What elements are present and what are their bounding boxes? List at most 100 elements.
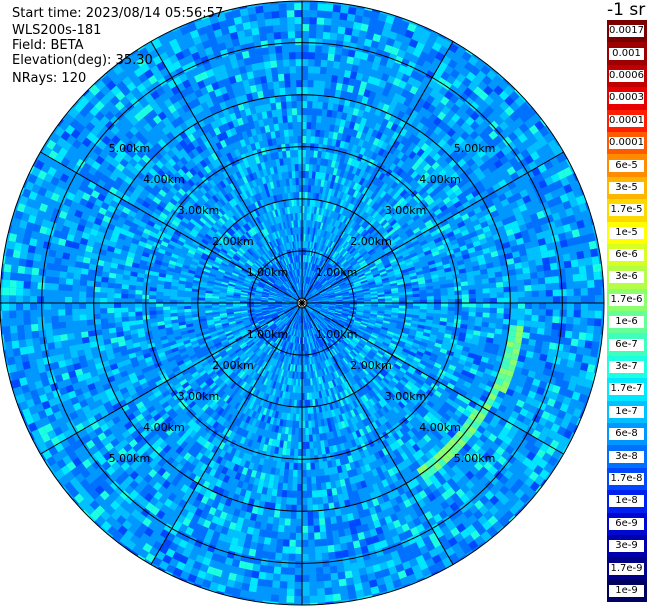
ppi-cell <box>377 42 387 51</box>
ppi-cell <box>320 66 327 75</box>
ppi-cell <box>482 312 490 318</box>
ppi-cell <box>302 94 308 102</box>
ppi-cell <box>323 216 328 224</box>
ppi-cell <box>322 253 327 261</box>
ppi-cell <box>310 234 313 242</box>
ppi-cell <box>373 186 381 195</box>
ppi-cell <box>341 200 348 208</box>
ppi-cell <box>550 269 559 277</box>
ppi-cell <box>461 303 469 308</box>
ppi-cell <box>594 303 602 311</box>
ppi-cell <box>312 280 318 287</box>
ppi-cell <box>431 98 441 108</box>
ppi-cell <box>333 235 339 243</box>
ppi-cell <box>516 325 524 333</box>
ppi-cell <box>585 332 594 342</box>
ppi-cell <box>302 122 307 130</box>
ppi-cell <box>302 87 308 95</box>
ppi-cell <box>304 291 308 298</box>
ppi-cell <box>468 316 476 322</box>
ppi-cell <box>347 106 355 115</box>
ppi-cell <box>401 35 412 46</box>
ppi-cell <box>496 303 504 309</box>
ppi-cell <box>421 28 432 39</box>
ppi-cell <box>523 272 531 280</box>
ppi-cell <box>352 86 360 95</box>
ppi-cell <box>573 317 581 325</box>
ppi-cell <box>517 303 525 309</box>
ppi-cell <box>390 84 399 93</box>
ppi-cell <box>311 171 316 179</box>
ppi-cell <box>335 82 343 91</box>
ppi-cell <box>590 348 599 358</box>
ppi-cell <box>432 107 442 117</box>
ppi-cell <box>305 276 308 284</box>
ppi-cell <box>359 218 366 227</box>
ppi-cell <box>545 289 553 297</box>
ppi-cell <box>306 284 310 291</box>
ppi-cell <box>385 15 395 25</box>
ppi-cell <box>438 33 447 40</box>
ppi-cell <box>311 178 316 186</box>
ppi-cell <box>333 125 340 133</box>
ppi-cell <box>574 353 584 363</box>
ppi-cell <box>373 77 382 87</box>
ppi-cell <box>317 101 324 110</box>
ppi-cell <box>475 303 483 308</box>
ppi-cell <box>524 308 532 316</box>
ppi-cell <box>326 60 334 69</box>
ppi-cell <box>545 296 553 303</box>
ppi-cell <box>309 206 313 214</box>
ppi-cell <box>396 159 405 168</box>
ppi-cell <box>319 236 324 245</box>
ppi-cell <box>431 30 440 36</box>
ppi-cell <box>304 290 307 298</box>
ppi-cell <box>307 262 310 270</box>
ppi-cell <box>302 171 306 179</box>
ppi-cell <box>311 220 315 228</box>
ppi-cell <box>561 351 570 360</box>
ppi-cell <box>379 57 389 67</box>
ppi-cell <box>330 241 335 249</box>
ppi-cell <box>494 271 503 278</box>
ppi-cell <box>359 202 367 210</box>
ppi-cell <box>343 69 352 79</box>
ppi-cell <box>375 196 383 204</box>
ppi-cell <box>594 287 602 296</box>
ppi-cell <box>352 21 362 31</box>
ppi-cell <box>412 136 421 146</box>
ppi-cell <box>509 324 517 332</box>
ppi-cell <box>442 80 453 91</box>
ppi-cell <box>321 109 328 117</box>
ppi-cell <box>321 172 327 181</box>
ppi-cell <box>523 326 531 334</box>
ppi-cell <box>310 185 315 193</box>
ppi-cell <box>338 97 346 106</box>
ppi-cell <box>306 234 310 242</box>
ppi-cell <box>383 44 393 54</box>
ppi-cell <box>583 249 592 259</box>
ppi-cell <box>524 284 532 292</box>
ppi-cell <box>309 255 312 263</box>
ppi-cell <box>370 152 378 161</box>
ppi-cell <box>318 172 323 180</box>
ppi-cell <box>302 24 310 32</box>
ppi-cell <box>419 296 427 300</box>
ppi-cell <box>317 94 324 103</box>
ppi-cell <box>311 270 315 278</box>
ppi-cell <box>305 234 308 242</box>
ppi-cell <box>399 20 410 30</box>
ppi-cell <box>320 208 325 216</box>
ppi-cell <box>447 314 455 319</box>
ppi-cell <box>566 288 574 297</box>
ppi-cell <box>316 274 322 281</box>
ppi-cell <box>444 90 454 100</box>
ppi-cell <box>304 241 307 249</box>
ppi-cell <box>343 233 350 241</box>
ppi-cell <box>334 228 340 236</box>
ppi-cell <box>339 199 345 207</box>
ppi-cell <box>374 178 382 187</box>
ppi-cell <box>440 303 448 307</box>
ppi-cell <box>531 315 539 322</box>
ppi-cell <box>360 117 368 126</box>
